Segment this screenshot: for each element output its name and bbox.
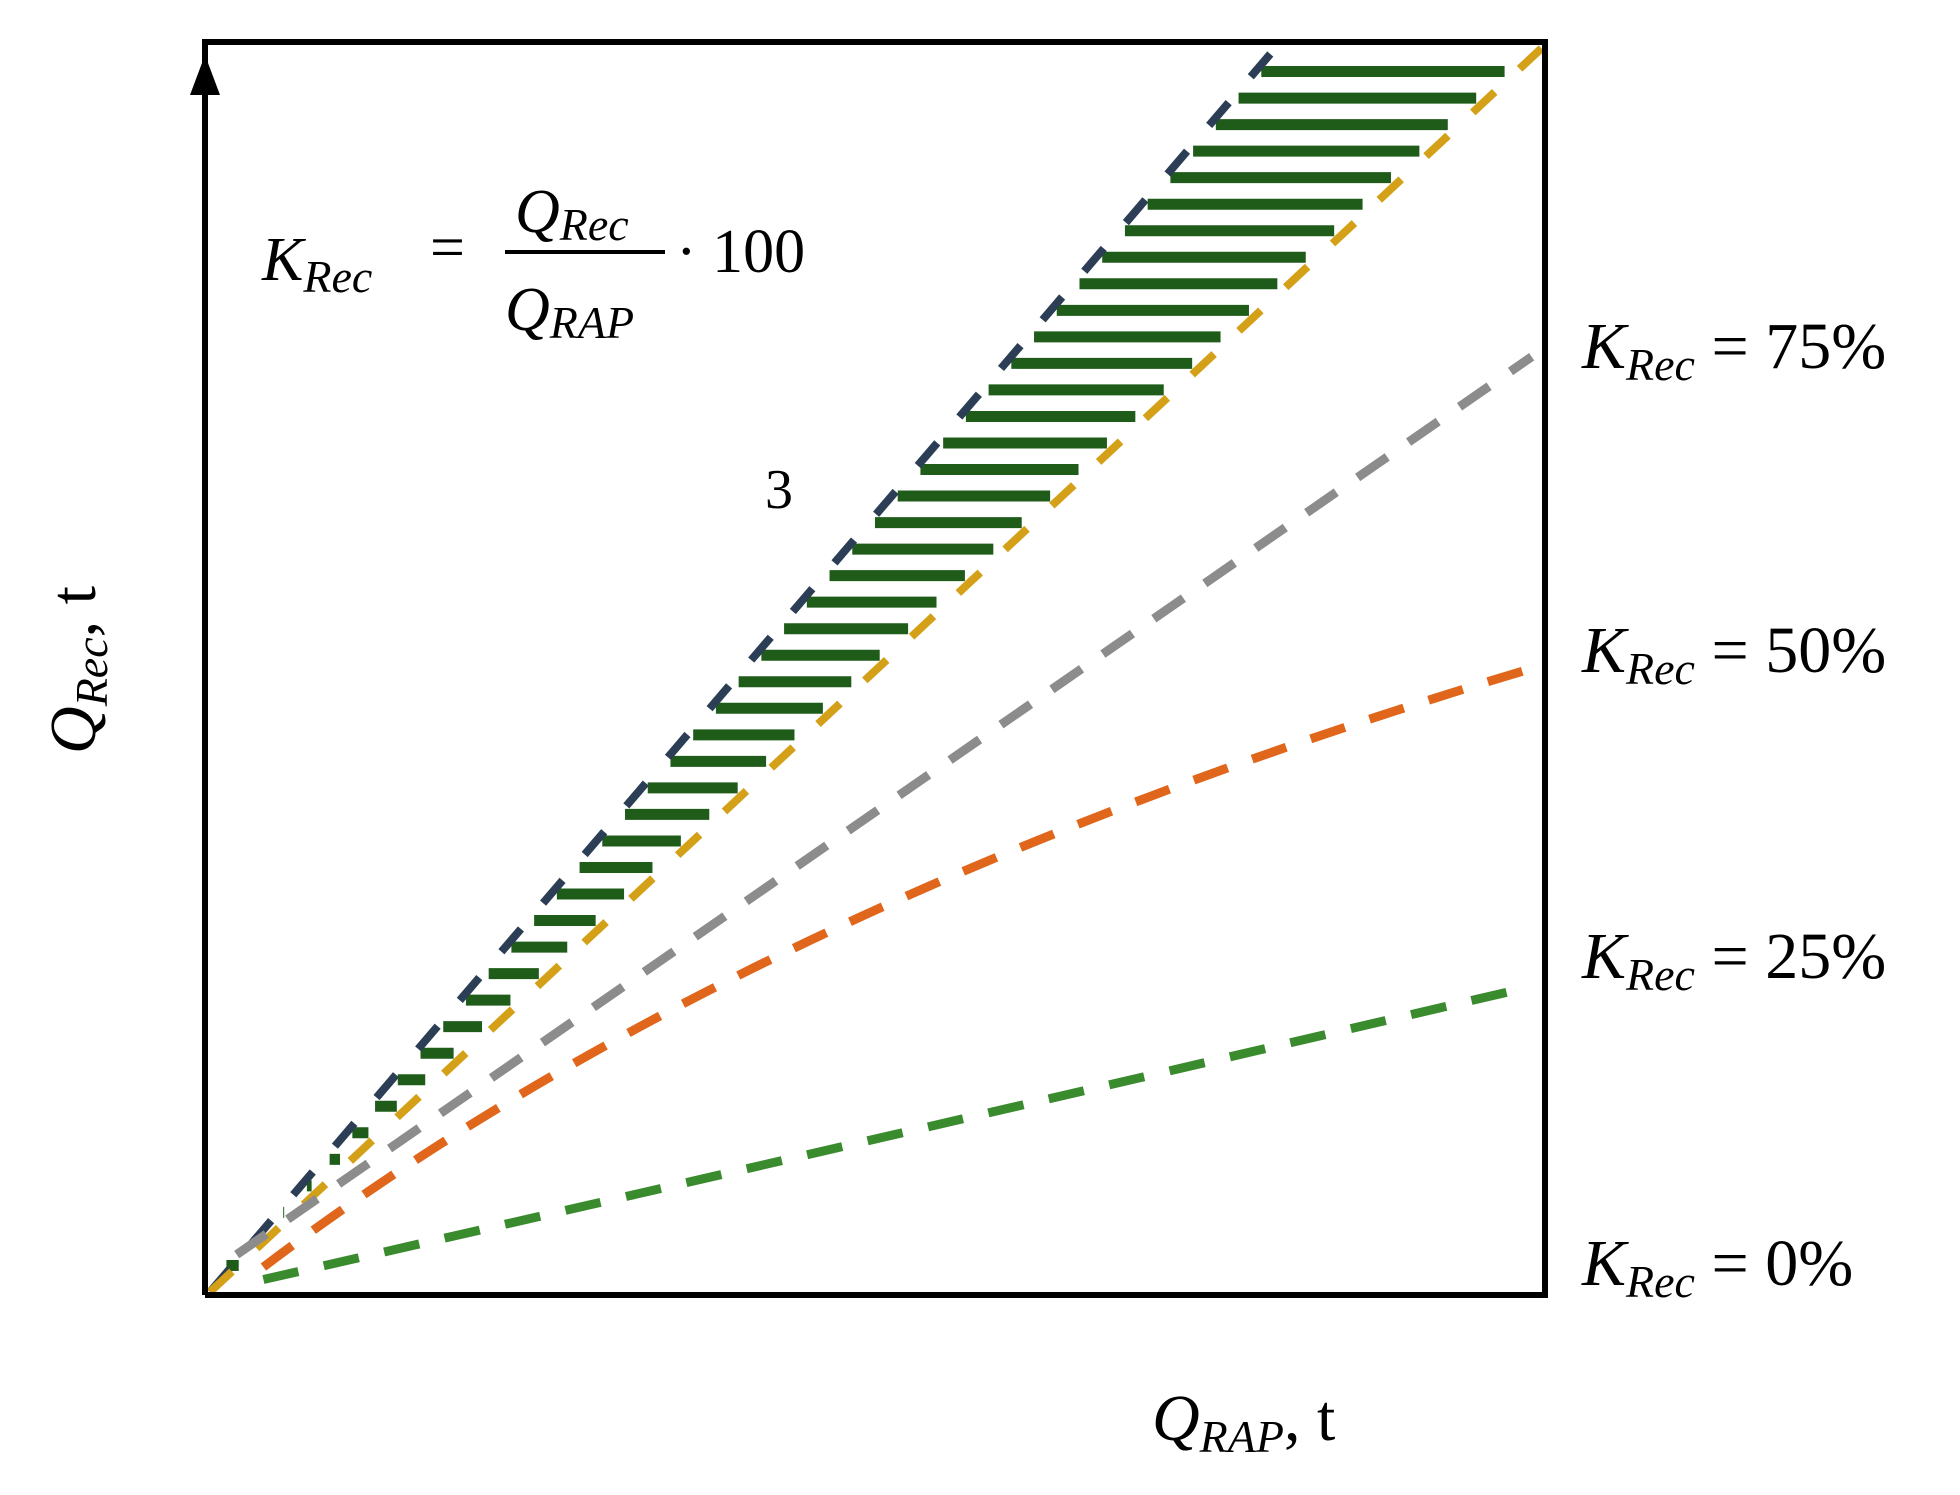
hatched-band [206,42,1548,1295]
y-axis-label: QRec, t [37,586,117,754]
y-axis-symbol: Q [37,706,110,754]
formula-lhs-sub: Rec [302,251,372,302]
svg-text:KRec: KRec [261,226,372,302]
curve-label-25: KRec = 25% [1581,920,1886,1000]
formula-multiplier: · 100 [676,218,805,286]
curve-label-symbol: K [1581,310,1629,383]
curve-label-symbol: K [1581,614,1629,687]
curve-label-symbol: K [1581,1227,1629,1300]
formula-equals: = [430,214,465,282]
curve-labels: KRec = 75% KRec = 50% KRec = 25% KRec = … [1581,310,1886,1307]
curve-k-0 [262,982,1533,1284]
x-axis-unit: , t [1284,1382,1335,1455]
curve-label-75: KRec = 75% [1581,310,1886,390]
y-axis-arrow [190,55,220,95]
x-axis-label: QRAP, t [1152,1382,1335,1462]
svg-text:QRAP: QRAP [505,276,634,348]
curve-label-sub: Rec [1625,339,1695,390]
curve-label-50: KRec = 50% [1581,614,1886,694]
formula-den-sub: RAP [549,297,634,348]
curve-label-0: KRec = 0% [1581,1227,1853,1307]
band-lower-boundary [207,42,1548,1295]
y-axis-sub: Rec [66,637,117,707]
svg-text:QRec, t: QRec, t [37,586,117,754]
curve-k-50 [260,664,1533,1271]
formula: KRec = QRec QRAP · 100 [261,178,805,348]
x-axis-sub: RAP [1199,1411,1284,1462]
formula-lhs-symbol: K [261,226,307,294]
curve-label-symbol: K [1581,920,1629,993]
band-upper-boundary [206,42,1282,1295]
curve-label-sub: Rec [1625,1256,1695,1307]
region-label: 3 [765,459,793,521]
curve-label-value: = 75% [1695,310,1886,383]
formula-num-sub: Rec [559,199,629,250]
y-axis-unit: , t [37,586,110,637]
curve-k-75 [234,353,1535,1259]
curves-layer [234,353,1535,1284]
formula-num-symbol: Q [515,178,560,246]
curve-label-sub: Rec [1625,643,1695,694]
x-axis-symbol: Q [1152,1382,1200,1455]
formula-den-symbol: Q [505,276,550,344]
plot-frame [202,39,1548,1298]
curve-label-value: = 0% [1695,1227,1853,1300]
svg-text:QRec: QRec [515,178,629,250]
curve-label-value: = 50% [1695,614,1886,687]
curve-label-sub: Rec [1625,949,1695,1000]
curve-label-value: = 25% [1695,920,1886,993]
